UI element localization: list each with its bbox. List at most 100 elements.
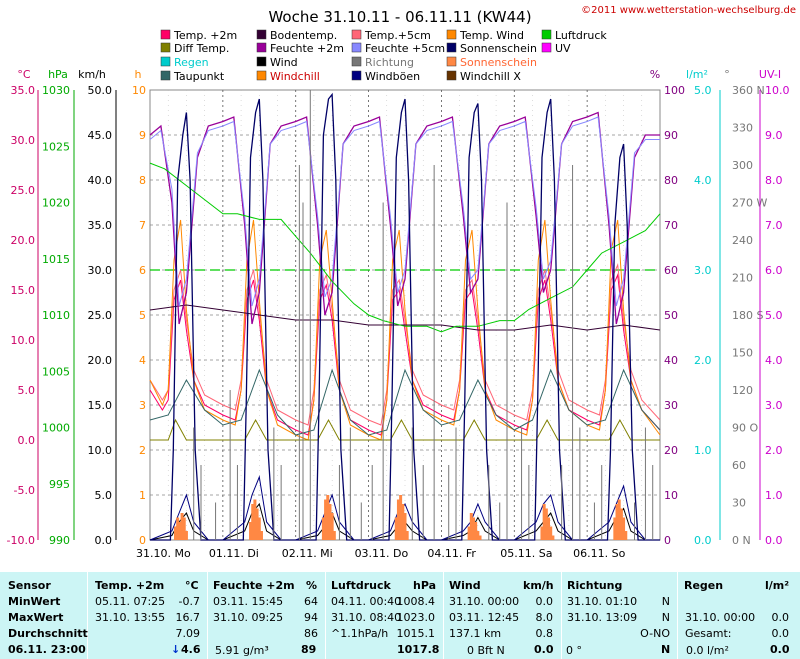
header-luftdruck: Luftdruck (331, 579, 391, 592)
legend-swatch (351, 42, 362, 53)
uv-axis-tick: 1.0 (765, 489, 783, 502)
legend-label: Temp. +2m (173, 29, 237, 42)
current-wind: 0.0 (534, 643, 554, 656)
legend-label: Windböen (365, 70, 420, 83)
legend-swatch (256, 29, 267, 40)
sunshine-bar (478, 535, 482, 540)
chart-grid (149, 89, 661, 541)
temp-axis-tick: -10.0 (7, 534, 35, 547)
direction-axis-tick: 240 (732, 234, 753, 247)
legend-swatch (160, 29, 171, 40)
table-cell-feuchte-val: 64 (304, 595, 318, 608)
legend-swatch (351, 29, 362, 40)
sunshine-bar (615, 504, 619, 540)
x-axis-label: 04.11. Fr (427, 547, 476, 560)
sunshine-bar (476, 531, 480, 540)
x-axis-label: 06.11. So (573, 547, 625, 560)
header-feuchte: Feuchte +2m (213, 579, 295, 592)
table-cell-richtung-time: 31.10. 01:10 (567, 595, 638, 608)
sunshine-bar (249, 522, 253, 540)
wind-axis-tick: 0.0 (95, 534, 113, 547)
temp-axis-tick: 25.0 (11, 184, 36, 197)
current-abs-humidity: 5.91 g/m³ (215, 644, 269, 657)
direction-axis-tick: 330 (732, 122, 753, 135)
header-temp-unit: °C (185, 579, 199, 592)
temp-axis-tick: 10.0 (11, 334, 36, 347)
pressure-axis-tick: 990 (49, 534, 70, 547)
table-cell-label: MinWert (8, 595, 61, 608)
diff-temp-line (150, 418, 660, 441)
table-cell-feuchte-time: 31.10. 09:25 (213, 611, 284, 624)
wind-axis-unit: km/h (78, 68, 106, 81)
temp-axis-tick: 35.0 (11, 84, 36, 97)
x-axis-labels: 31.10. Mo 01.11. Di 02.11. Mi 03.11. Do 04.1… (136, 547, 626, 560)
humidity-axis-tick: 0 (664, 534, 671, 547)
table-cell-richtung-val: N (661, 611, 670, 624)
sunshine-bar (405, 531, 409, 540)
sunshine-bar (332, 531, 336, 540)
uv-axis-tick: 9.0 (765, 129, 783, 142)
legend-swatch (446, 70, 457, 81)
legend-label: Feuchte +2m (270, 42, 344, 55)
pressure-axis-unit: hPa (48, 68, 68, 81)
taupunkt-line (149, 368, 661, 436)
legend-label: Taupunkt (173, 70, 225, 83)
header-luftdruck-unit: hPa (413, 579, 437, 592)
sunshine-bar (178, 522, 182, 540)
legend-label: Bodentemp. (270, 29, 337, 42)
sunshine-bar (549, 526, 553, 540)
current-direction-deg: 0 ° (566, 644, 582, 657)
wind-axis-tick: 25.0 (88, 309, 113, 322)
humidity-axis-tick: 100 (664, 84, 685, 97)
sunshine-bar (617, 499, 621, 540)
direction-axis-tick: 180 S (732, 309, 763, 322)
table-cell-feuchte-val: 94 (304, 611, 318, 624)
humidity-axis-tick: 90 (664, 129, 678, 142)
chart-axes: °C35.030.025.020.015.010.05.00.0-5.0-10.… (7, 68, 790, 547)
legend-label: Windchill (270, 70, 320, 83)
temp-axis-tick: 15.0 (11, 284, 36, 297)
temp-axis-tick: 0.0 (18, 434, 36, 447)
rain-axis-tick: 0.0 (694, 534, 712, 547)
weather-chart: Woche 31.10.11 - 06.11.11 (KW44) ©2011 w… (7, 5, 796, 560)
x-axis-label: 02.11. Mi (282, 547, 333, 560)
legend-swatch (351, 56, 362, 67)
current-pressure: 1017.8 (397, 643, 440, 656)
x-axis-label: 01.11. Di (209, 547, 259, 560)
wind-axis-tick: 45.0 (88, 129, 113, 142)
table-cell-regen-time: Gesamt: (685, 627, 732, 640)
uv-axis-tick: 6.0 (765, 264, 783, 277)
direction-axis-tick: 60 (732, 459, 746, 472)
table-cell-wind-time: 137.1 km (449, 627, 502, 640)
sunshine-bar (253, 499, 257, 540)
x-axis-label: 03.11. Do (355, 547, 409, 560)
sunshine-bar (255, 508, 259, 540)
legend-label: Wind (270, 56, 298, 69)
uv-axis-tick: 7.0 (765, 219, 783, 232)
current-rain-total: 0.0 l/m² (686, 644, 729, 657)
sunshine-bar (182, 517, 186, 540)
direction-axis-unit: ° (724, 68, 730, 81)
humidity-axis-tick: 80 (664, 174, 678, 187)
sunshine-bar (180, 513, 184, 540)
sun-axis-tick: 5 (139, 309, 146, 322)
legend-swatch (541, 29, 552, 40)
uv-axis-tick: 8.0 (765, 174, 783, 187)
sun-axis-tick: 4 (139, 354, 146, 367)
legend-swatch (446, 29, 457, 40)
table-cell-wind-val: 0.0 (535, 595, 554, 608)
pressure-axis-tick: 995 (49, 478, 70, 491)
sunshine-bar (394, 517, 398, 540)
sunshine-bar (259, 531, 263, 540)
legend-label: Sonnenschein (460, 56, 537, 69)
legend-label: Regen (174, 56, 209, 69)
sunshine-bar (624, 531, 628, 540)
sunshine-bar (613, 517, 617, 540)
statistics-table: Sensor Temp. +2m °C Feuchte +2m % Luftdr… (0, 572, 800, 659)
sunshine-bar (474, 522, 478, 540)
current-temp: 4.6 (181, 643, 201, 656)
rain-axis-tick: 5.0 (694, 84, 712, 97)
humidity-axis-tick: 20 (664, 444, 678, 457)
legend-label: Diff Temp. (174, 42, 229, 55)
